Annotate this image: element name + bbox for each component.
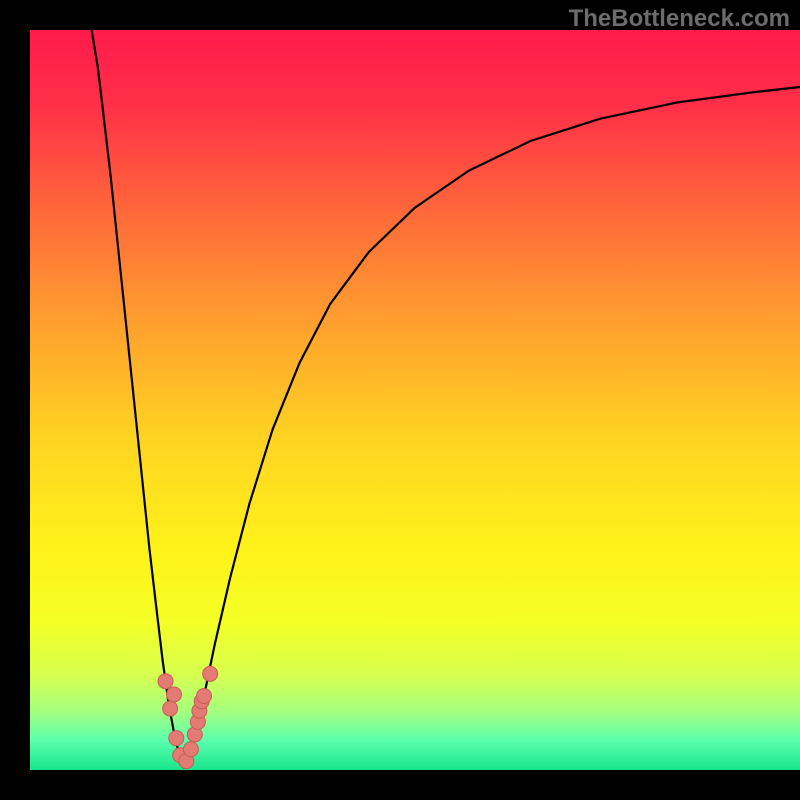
- plot-overlay: [30, 30, 800, 770]
- bottleneck-curve: [92, 30, 800, 768]
- data-marker: [197, 689, 212, 704]
- data-marker: [158, 674, 173, 689]
- data-marker: [163, 701, 178, 716]
- chart-container: { "watermark": { "text": "TheBottleneck.…: [0, 0, 800, 800]
- marker-group: [158, 666, 218, 768]
- data-marker: [203, 666, 218, 681]
- data-marker: [169, 731, 184, 746]
- plot-area: [30, 30, 800, 770]
- data-marker: [183, 742, 198, 757]
- watermark-text: TheBottleneck.com: [569, 5, 790, 33]
- data-marker: [166, 687, 181, 702]
